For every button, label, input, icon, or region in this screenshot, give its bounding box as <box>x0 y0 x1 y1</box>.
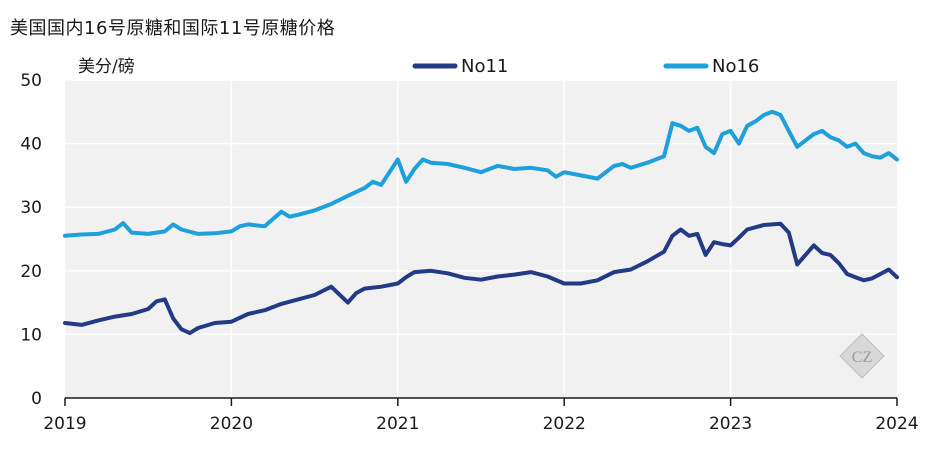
legend-label-no16: No16 <box>712 56 759 77</box>
watermark-diamond <box>839 333 885 379</box>
x-tick-label: 2020 <box>210 414 253 434</box>
x-tick-label: 2022 <box>543 414 586 434</box>
y-tick-label: 30 <box>20 198 42 218</box>
watermark-logo: CZ <box>839 333 885 379</box>
gridlines <box>65 79 897 398</box>
y-axis-label: 美分/磅 <box>78 57 135 77</box>
y-tick-label: 40 <box>20 135 42 155</box>
x-tick-label: 2023 <box>709 414 752 434</box>
watermark-text: CZ <box>852 349 872 366</box>
series-line-no11 <box>63 221 899 336</box>
y-tick-label: 10 <box>20 325 42 345</box>
legend: No11 No16 <box>412 56 759 77</box>
y-tick-label: 20 <box>20 262 42 282</box>
x-tick-label: 2019 <box>43 414 86 434</box>
y-tick-label: 50 <box>20 71 42 91</box>
series-line-no16 <box>63 109 899 238</box>
y-tick-label: 0 <box>31 389 42 409</box>
legend-label-no11: No11 <box>461 56 508 77</box>
plot-area <box>65 80 897 398</box>
x-tick-labels: 2019 2020 2021 2022 2023 2024 <box>43 398 919 434</box>
x-tick-label: 2024 <box>875 414 918 434</box>
series-layer <box>63 109 899 336</box>
y-tick-labels: 0 10 20 30 40 50 <box>20 71 42 409</box>
x-tick-label: 2021 <box>376 414 419 434</box>
chart-title: 美国国内16号原糖和国际11号原糖价格 <box>10 18 336 39</box>
